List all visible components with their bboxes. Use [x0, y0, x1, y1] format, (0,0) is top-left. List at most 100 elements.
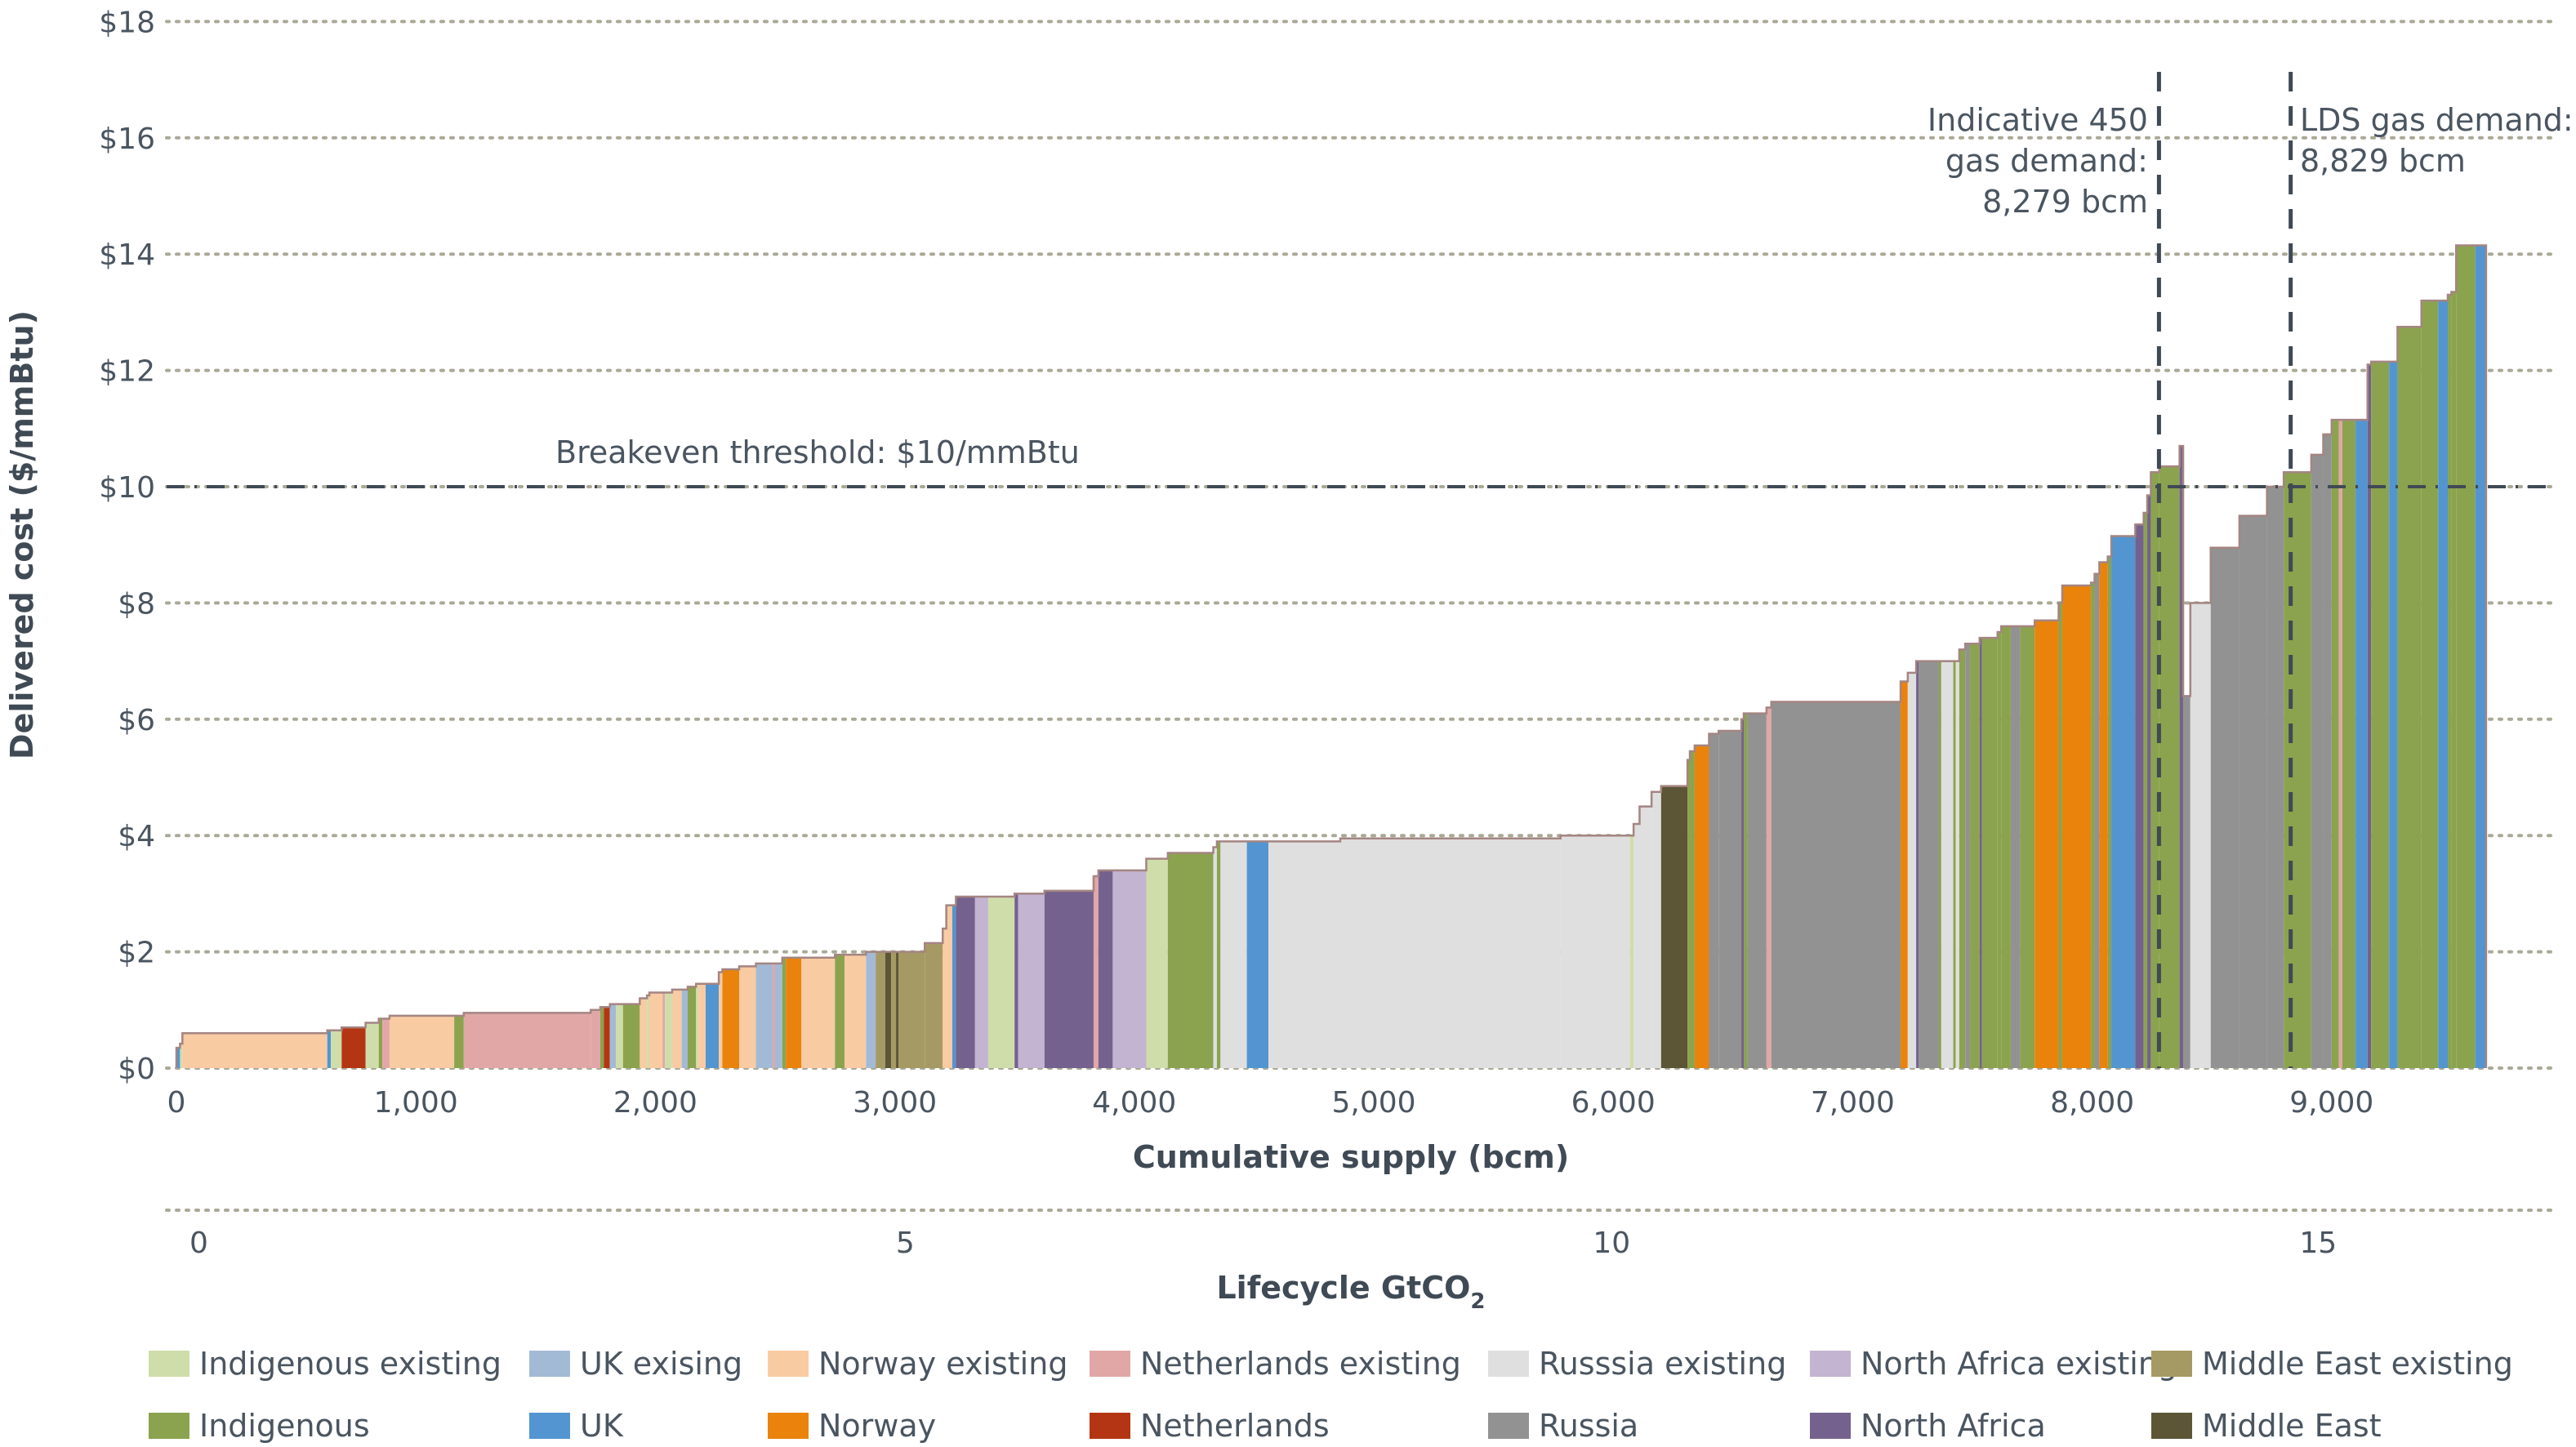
segment-bar-uk [705, 983, 720, 1068]
segment-bar-nor_ex [801, 957, 836, 1068]
segment-bar-ind [378, 1018, 383, 1068]
segment-bar-ind_ex [180, 1044, 183, 1068]
cost-curve-outline-path [175, 244, 2488, 1068]
segment-bar-na [1044, 890, 1094, 1068]
indicative-450-label-line-2: gas demand: [1945, 143, 2148, 179]
x-tick-label: 9,000 [2289, 1086, 2373, 1120]
indicative-450-label-line-3: 8,279 bcm [1982, 184, 2148, 220]
segment-bar-ind_ex [1146, 858, 1168, 1068]
segment-bar-nl_ex [662, 992, 666, 1068]
lds-label-line-2: 8,829 bcm [2300, 143, 2466, 179]
segment-bar-ru_ex [1639, 806, 1652, 1068]
y-tick-label: $4 [118, 820, 155, 853]
segment-bar-ru_ex [1907, 672, 1917, 1068]
segment-bar-ru [2210, 547, 2240, 1068]
y-tick-label: $18 [99, 6, 155, 39]
segment-bar-ru [1771, 701, 1901, 1068]
segment-bar-na_ex [974, 896, 988, 1068]
segment-bar-ind_ex [696, 983, 699, 1068]
y-tick-label: $6 [118, 704, 155, 737]
segment-bar-ind [1959, 649, 1966, 1068]
segment-bar-na [2135, 524, 2144, 1068]
legend-label: North Africa [1861, 1408, 2046, 1444]
y-tick-label: $14 [99, 238, 155, 272]
legend-label: Norway [818, 1408, 937, 1444]
segment-bar-ind [2331, 420, 2339, 1068]
legend-swatch-icon [149, 1413, 189, 1439]
segment-bar-nl_ex [382, 1018, 390, 1068]
legend-item: Netherlands existing [1090, 1346, 1488, 1382]
x-tick-label: 2,000 [613, 1086, 697, 1120]
segment-bar-na [956, 896, 975, 1068]
segment-bar-ind [2058, 603, 2062, 1068]
segment-bar-nor_ex [698, 983, 706, 1068]
segment-bar-nl_ex [1766, 707, 1772, 1068]
secondary-x-tick-label: 5 [896, 1227, 915, 1260]
segment-bar-na [1014, 893, 1018, 1068]
x-tick-label: 6,000 [1571, 1086, 1656, 1120]
segment-bar-nor_ex [719, 972, 723, 1068]
segment-bar-ind [2451, 292, 2457, 1069]
segment-bar-ind [2020, 626, 2035, 1068]
indicative-450-label-line-1: Indicative 450 [1928, 102, 2148, 138]
segment-bar-nl_ex [2338, 420, 2342, 1068]
segment-bar-uk_ex [681, 989, 688, 1068]
segment-bar-ind_ex [616, 1004, 623, 1068]
segment-bar-na [1979, 638, 1982, 1068]
x-tick-label: 3,000 [853, 1086, 937, 1120]
segment-bar-ind [1743, 713, 1748, 1068]
segment-bar-na [1741, 719, 1744, 1068]
segment-bar-nor_ex [845, 955, 867, 1068]
segment-bar-nor_ex [739, 966, 756, 1068]
segment-bar-ind [1970, 643, 1980, 1068]
legend-item: Norway [768, 1408, 1090, 1444]
segment-bar-na [1098, 870, 1113, 1068]
legend-label: Russia [1539, 1408, 1639, 1444]
segment-bar-uk_ex [775, 963, 782, 1068]
y-tick-label: $10 [99, 471, 155, 505]
segment-bar-ru [1718, 731, 1742, 1068]
segment-bar-ind_ex [647, 995, 650, 1068]
legend-label: UK [580, 1408, 623, 1444]
segment-bar-me_ex [925, 942, 943, 1068]
legend-label: Middle East existing [2202, 1346, 2513, 1382]
legend-label: Indigenous existing [199, 1346, 501, 1382]
legend-swatch-icon [1488, 1351, 1529, 1377]
segment-bar-uk [952, 905, 956, 1068]
segment-bar-me [896, 951, 898, 1068]
segment-bar-nor [2061, 585, 2092, 1068]
segment-bar-nl_ex [1093, 876, 1099, 1068]
legend-swatch-icon [2151, 1413, 2192, 1439]
legend-swatch-icon [1090, 1351, 1130, 1377]
legend-label: North Africa existing [1861, 1346, 2178, 1382]
segment-bar-ru [2239, 515, 2267, 1068]
segment-bar-ind_ex [331, 1030, 342, 1068]
segment-bar-ind [687, 986, 697, 1068]
secondary-x-axis-title-subscript: 2 [1470, 1289, 1485, 1314]
legend-item: UK [529, 1408, 768, 1444]
segment-bar-ru [1747, 713, 1767, 1068]
segment-bar-ind_ex [365, 1022, 379, 1068]
segment-bar-ind [835, 955, 845, 1068]
segment-bar-ind [622, 1004, 640, 1068]
segment-bar-nor [2035, 620, 2059, 1068]
segment-bar-ind [2397, 327, 2422, 1068]
legend-item: Norway existing [768, 1346, 1090, 1382]
x-tick-label: 4,000 [1092, 1086, 1176, 1120]
segment-bar-ind [1938, 661, 1941, 1068]
legend-item: North Africa [1810, 1408, 2151, 1444]
segment-bar-ru_ex [1213, 847, 1217, 1068]
segment-bar-nor [722, 968, 740, 1068]
legend-swatch-icon [149, 1351, 189, 1377]
x-axis-tick-labels: 0 1,000 2,000 3,000 4,000 5,000 6,000 7,000 8,00… [167, 1086, 2374, 1120]
segment-bar-ind [1997, 632, 2002, 1068]
y-tick-label: $12 [99, 355, 155, 389]
x-tick-label: 5,000 [1331, 1086, 1415, 1120]
segment-bar-nor_ex [946, 905, 952, 1068]
secondary-x-tick-label: 0 [189, 1227, 208, 1260]
secondary-x-axis-tick-labels: 0 5 10 15 [189, 1227, 2337, 1260]
legend-item: UK exising [529, 1346, 768, 1382]
segment-bar-na_ex [1018, 893, 1045, 1068]
segment-bar-nor [1694, 745, 1709, 1068]
